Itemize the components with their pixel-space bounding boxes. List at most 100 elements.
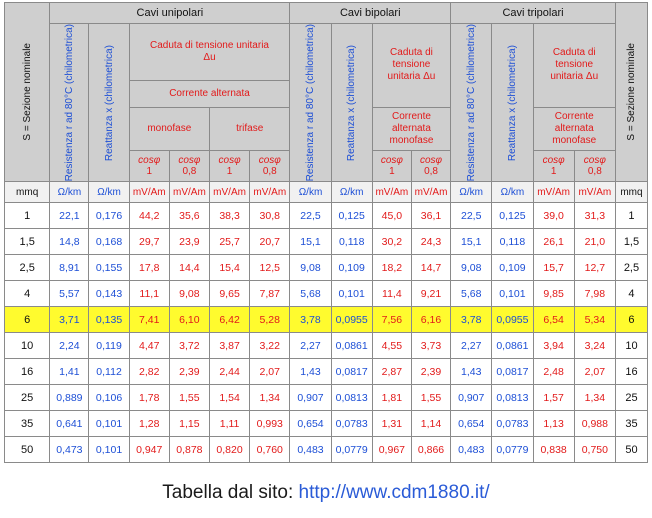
value-cell: 11,1 (128, 280, 170, 308)
value-cell: 4,55 (371, 332, 412, 360)
bi-corrente-monofase-header: Corrente alternata monofase (371, 106, 452, 151)
sezione-cell: 16 (614, 358, 649, 386)
value-cell: 0,112 (88, 358, 130, 386)
sezione-cell: 50 (3, 436, 51, 464)
value-cell: 12,5 (249, 254, 291, 282)
table-row-highlighted: 6 3,71 0,135 7,41 6,10 6,42 5,28 3,78 0,0955 7,56… (3, 306, 649, 334)
cos-1-header: cosφ 1 (371, 149, 412, 183)
value-cell: 15,4 (208, 254, 251, 282)
value-cell: 7,98 (573, 280, 616, 308)
value-cell: 0,0813 (330, 384, 373, 412)
value-cell: 20,7 (249, 228, 291, 256)
source-link[interactable]: http://www.cdm1880.it/ (298, 482, 490, 503)
value-cell: 38,3 (208, 202, 251, 230)
unit-cell: mV/Am (249, 181, 291, 204)
uni-caduta-header: Caduta di tensione unitaria Δu (128, 22, 291, 82)
units-row: mmq Ω/km Ω/km mV/Am mV/Am mV/Am mV/Am Ω/km Ω/km m… (3, 181, 649, 204)
value-cell: 25,7 (208, 228, 251, 256)
value-cell: 0,143 (88, 280, 130, 308)
value-cell: 0,947 (128, 436, 170, 464)
value-cell: 0,988 (573, 410, 616, 438)
value-cell: 5,57 (49, 280, 90, 308)
value-cell: 0,0779 (491, 436, 534, 464)
value-cell: 2,07 (573, 358, 616, 386)
unit-cell: mmq (614, 181, 649, 204)
value-cell: 1,41 (49, 358, 90, 386)
value-cell: 44,2 (128, 202, 170, 230)
value-cell: 1,13 (532, 410, 575, 438)
value-cell: 4,47 (128, 332, 170, 360)
value-cell: 22,5 (289, 202, 332, 230)
value-cell: 0,993 (249, 410, 291, 438)
value-cell: 1,15 (168, 410, 210, 438)
sezione-cell: 2,5 (3, 254, 51, 282)
uni-monofase-header: monofase (128, 106, 210, 151)
value-cell: 0,101 (330, 280, 373, 308)
value-cell: 22,5 (450, 202, 493, 230)
value-cell: 0,101 (88, 410, 130, 438)
value-cell: 2,39 (168, 358, 210, 386)
value-cell: 6,54 (532, 306, 575, 334)
value-cell: 7,87 (249, 280, 291, 308)
value-cell: 15,7 (532, 254, 575, 282)
value-cell: 0,118 (330, 228, 373, 256)
value-cell: 24,3 (410, 228, 452, 256)
value-cell: 31,3 (573, 202, 616, 230)
table-row: 25 0,889 0,106 1,78 1,55 1,54 1,34 0,907 0,0813 1… (3, 384, 649, 412)
sezione-cell: 1 (3, 202, 51, 230)
caption-text: Tabella dal sito: (162, 482, 299, 503)
value-cell: 1,57 (532, 384, 575, 412)
tri-caduta-header: Caduta di tensione unitaria Δu (532, 23, 616, 108)
bi-caduta-header: Caduta di tensione unitaria Δu (371, 23, 452, 108)
value-cell: 1,81 (371, 384, 412, 412)
value-cell: 0,838 (532, 436, 575, 464)
cos-08-header: cosφ 0,8 (249, 149, 291, 183)
value-cell: 0,654 (289, 410, 332, 438)
value-cell: 0,0955 (330, 306, 373, 334)
value-cell: 0,967 (371, 436, 412, 464)
value-cell: 30,8 (249, 202, 291, 230)
bi-reattanza-header: Reattanza x (chilometrica) (330, 22, 373, 183)
sezione-cell: 10 (614, 332, 649, 360)
unit-cell: mV/Am (168, 181, 210, 204)
value-cell: 0,0861 (491, 332, 534, 360)
value-cell: 6,16 (410, 306, 452, 334)
cos-08-header: cosφ 0,8 (410, 149, 452, 183)
unit-cell: mV/Am (532, 181, 575, 204)
value-cell: 1,43 (450, 358, 493, 386)
sezione-cell: 1,5 (3, 228, 51, 256)
value-cell: 9,65 (208, 280, 251, 308)
value-cell: 15,1 (289, 228, 332, 256)
value-cell: 9,08 (450, 254, 493, 282)
sezione-cell: 6 (3, 306, 51, 334)
value-cell: 23,9 (168, 228, 210, 256)
value-cell: 45,0 (371, 202, 412, 230)
unit-cell: Ω/km (450, 181, 493, 204)
value-cell: 1,28 (128, 410, 170, 438)
value-cell: 17,8 (128, 254, 170, 282)
sezione-cell: 25 (614, 384, 649, 412)
unit-cell: mV/Am (410, 181, 452, 204)
value-cell: 5,28 (249, 306, 291, 334)
value-cell: 3,94 (532, 332, 575, 360)
value-cell: 3,72 (168, 332, 210, 360)
value-cell: 9,08 (168, 280, 210, 308)
value-cell: 0,118 (491, 228, 534, 256)
value-cell: 2,27 (289, 332, 332, 360)
value-cell: 39,0 (532, 202, 575, 230)
table-row: 50 0,473 0,101 0,947 0,878 0,820 0,760 0,483 0,0… (3, 436, 649, 464)
value-cell: 0,119 (88, 332, 130, 360)
cos-1-header: cosφ 1 (208, 149, 251, 183)
tri-resistenza-header: Resistenza r ad 80°C (chilometrica) (450, 22, 493, 183)
value-cell: 29,7 (128, 228, 170, 256)
value-cell: 7,41 (128, 306, 170, 334)
value-cell: 2,24 (49, 332, 90, 360)
value-cell: 6,42 (208, 306, 251, 334)
value-cell: 2,48 (532, 358, 575, 386)
sezione-cell: 25 (3, 384, 51, 412)
value-cell: 0,125 (491, 202, 534, 230)
value-cell: 0,155 (88, 254, 130, 282)
value-cell: 0,473 (49, 436, 90, 464)
sezione-cell: 6 (614, 306, 649, 334)
value-cell: 0,101 (491, 280, 534, 308)
